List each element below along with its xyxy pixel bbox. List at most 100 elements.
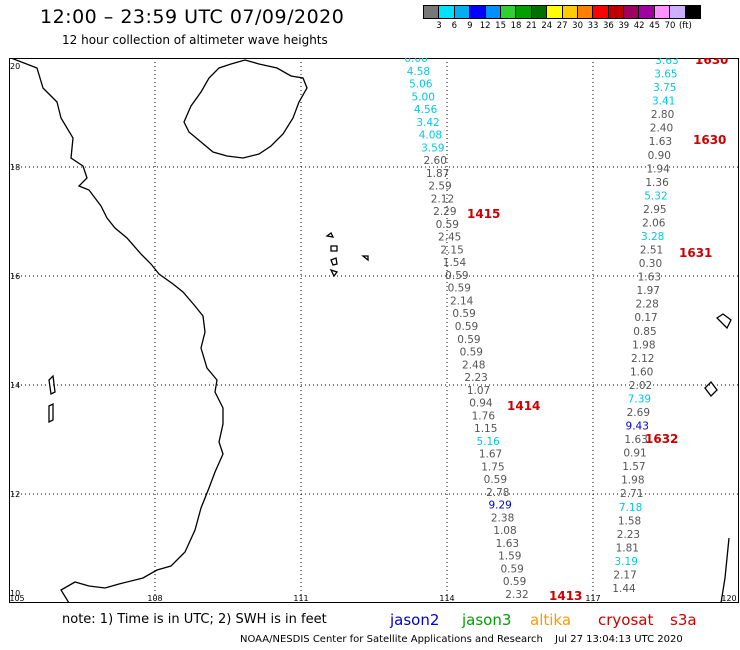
scale-swatch [438,5,455,19]
wave-height-value: 4.58 [407,66,430,78]
satellite-label-jason2: jason2 [390,611,440,629]
wave-height-value: 1.60 [630,366,653,378]
pass-labels: 1630 1630 1415 1631 1414 1632 1413 [467,58,728,603]
scale-label: 3 [436,21,442,31]
wave-height-value: 2.48 [462,359,485,371]
wave-height-value: 6.06 [404,58,428,65]
scale-label: 18 [510,21,522,31]
wave-height-value: 2.14 [450,295,474,307]
lon-tick-label: 120 [721,594,736,603]
wave-height-value: 1.87 [426,168,449,180]
scale-label: 24 [541,21,553,31]
wave-height-value: 1.75 [481,461,504,473]
footer-note: note: 1) Time is in UTC; 2) SWH is in fe… [62,612,327,627]
wave-height-value: 0.59 [484,474,507,486]
scale-swatch [592,5,609,19]
scale-swatch [530,5,548,19]
wave-height-value: 2.17 [613,569,636,581]
island-1 [48,374,56,395]
map-frame [9,58,739,603]
lon-tick-label: 108 [147,594,162,603]
satellite-label-altika: altika [530,611,572,629]
scale-swatch [684,5,702,19]
wave-height-value: 2.40 [650,123,673,135]
wave-height-value: 9.43 [626,421,649,433]
pass-time-label: 1414 [507,399,540,413]
pass-time-label: 1630 [693,133,726,147]
wave-height-value: 1.44 [612,583,636,595]
lat-tick-label: 10 [10,589,20,598]
wave-height-value: 2.23 [464,372,487,384]
wave-height-value: 2.23 [617,529,640,541]
scale-swatch [515,5,532,19]
axis-tick-labels: 105 108 111 114 117 120 20 18 16 14 12 10 [9,62,736,603]
wave-height-value: 4.56 [414,104,438,116]
wave-height-value: 2.69 [627,407,650,419]
scale-label: 6 [451,21,458,31]
wave-height-value: 2.45 [438,232,461,244]
scale-label: 27 [556,21,568,31]
scale-label: 33 [587,21,599,31]
wave-height-value: 5.16 [476,436,500,448]
wave-height-value: 3.75 [653,82,676,94]
scale-label: 42 [633,21,645,31]
wave-height-value: 2.28 [635,299,658,311]
wave-height-value: 2.78 [486,487,509,499]
wave-height-value: 7.18 [619,502,642,514]
scale-label: 36 [602,21,614,31]
wave-height-value: 0.59 [457,334,480,346]
observations: 6.064.585.065.004.563.424.083.592.601.87… [404,58,678,601]
reef-3 [330,257,338,266]
wave-height-value: 1.15 [474,423,497,435]
lat-tick-label: 14 [10,381,20,390]
wave-height-value: 9.29 [488,500,511,512]
scale-swatch [561,5,578,19]
wave-height-value: 2.06 [642,217,666,229]
wave-height-value: 5.00 [412,91,435,103]
satellite-label-jason3: jason3 [462,611,512,629]
wave-height-value: 1.67 [479,449,502,461]
reef-1 [325,232,335,238]
scale-swatch [484,5,501,19]
lat-tick-label: 18 [10,163,20,172]
page-title: 12:00 – 23:59 UTC 07/09/2020 [40,6,345,28]
wave-height-value: 1.76 [472,410,496,422]
wave-height-value: 0.59 [455,321,478,333]
wave-height-value: 0.30 [639,258,662,270]
wave-height-value: 3.19 [615,556,638,568]
wave-height-value: 2.12 [431,193,454,205]
lat-tick-label: 16 [10,272,20,281]
wave-height-value: 2.51 [640,245,663,257]
wave-height-value: 1.07 [467,385,490,397]
wave-height-value: 3.41 [652,96,675,108]
wave-height-value: 1.97 [637,285,660,297]
coast-east [720,537,730,603]
lat-tick-label: 20 [10,62,20,71]
scale-swatch [423,5,440,19]
wave-height-value: 0.17 [634,312,657,324]
wave-height-map: 6.064.585.065.004.563.424.083.592.601.87… [9,58,739,603]
scale-swatch [623,5,640,19]
wave-height-value: 2.95 [643,204,666,216]
satellite-label-s3a: s3a [670,611,697,629]
wave-height-value: 0.59 [503,576,526,588]
lat-lon-grid [9,58,739,603]
scale-label: 12 [479,21,491,31]
wave-height-value: 1.94 [646,163,670,175]
wave-height-value: 0.91 [623,448,646,460]
wave-height-value: 1.57 [622,461,645,473]
wave-height-value: 7.39 [628,393,651,405]
page-subtitle: 12 hour collection of altimeter wave hei… [62,33,328,47]
wave-height-value: 2.02 [629,380,652,392]
reef-6 [715,313,732,330]
wave-height-value: 0.59 [500,563,523,575]
reef-2 [330,245,338,252]
reef-7 [704,381,718,397]
pass-time-label: 1631 [679,246,712,260]
wave-height-value: 1.63 [624,434,647,446]
wave-height-value: 0.59 [436,219,459,231]
pass-time-label: 1630 [695,58,728,67]
scale-swatch [453,5,471,19]
wave-height-value: 2.60 [424,155,447,167]
coastline [10,58,732,603]
